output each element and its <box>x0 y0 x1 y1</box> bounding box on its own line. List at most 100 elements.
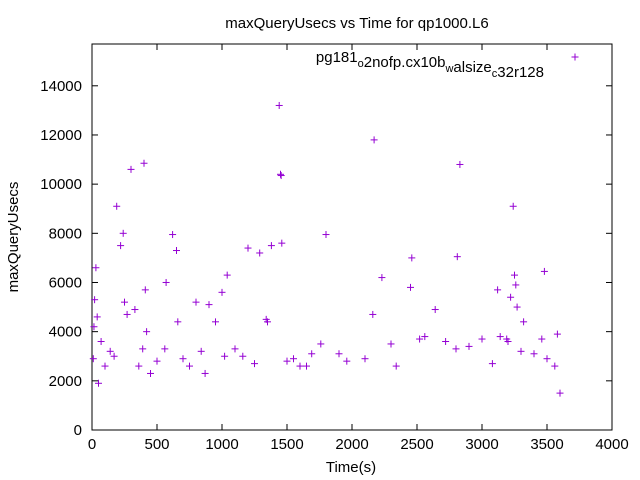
y-tick-label: 14000 <box>40 78 82 95</box>
y-axis-ticks: 0 2000 4000 6000 8000 10000 12000 14000 <box>40 78 612 439</box>
data-point <box>251 360 258 368</box>
data-point <box>106 347 114 355</box>
data-point <box>223 271 231 279</box>
y-tick-label: 8000 <box>49 225 82 242</box>
data-point <box>296 362 304 370</box>
data-point <box>478 335 486 343</box>
data-point <box>101 362 109 370</box>
y-tick-label: 4000 <box>49 324 82 341</box>
data-point <box>456 160 464 168</box>
data-point <box>317 340 325 348</box>
data-point <box>97 337 105 345</box>
data-point <box>231 345 239 353</box>
data-point <box>283 357 291 365</box>
data-point <box>140 159 148 167</box>
x-tick-label: 4000 <box>595 436 628 453</box>
x-tick-label: 1000 <box>205 436 238 453</box>
data-point <box>407 283 414 291</box>
data-point <box>553 330 561 338</box>
data-point <box>392 362 400 370</box>
legend-marker <box>571 53 579 61</box>
data-point <box>205 301 213 309</box>
data-point <box>343 357 351 365</box>
data-point <box>169 231 177 239</box>
data-point <box>201 369 209 377</box>
data-point <box>278 239 286 247</box>
data-point <box>556 389 564 397</box>
data-point <box>113 202 121 210</box>
data-point <box>369 310 377 318</box>
data-point <box>277 172 285 180</box>
x-tick-label: 1500 <box>270 436 303 453</box>
y-tick-label: 6000 <box>49 274 82 291</box>
data-point <box>465 342 473 350</box>
data-point <box>543 355 551 363</box>
data-point <box>512 281 520 289</box>
x-tick-label: 500 <box>144 436 169 453</box>
data-point <box>361 355 369 363</box>
data-point <box>494 286 502 294</box>
data-point <box>121 298 128 306</box>
plot-frame <box>91 43 613 431</box>
data-point <box>540 267 548 275</box>
data-point <box>511 271 518 279</box>
data-point <box>197 347 205 355</box>
data-point <box>517 347 525 355</box>
data-point <box>303 362 310 370</box>
data-point <box>141 286 149 294</box>
data-point <box>89 355 97 363</box>
data-point <box>244 244 252 252</box>
data-point <box>221 352 229 360</box>
data-point <box>442 337 450 345</box>
data-point <box>513 303 521 311</box>
x-axis-ticks: 0 500 1000 1500 2000 2500 3000 3500 4000 <box>88 44 629 453</box>
data-point <box>538 335 546 343</box>
data-point <box>239 352 247 360</box>
data-point <box>123 310 131 318</box>
data-point <box>488 360 496 368</box>
data-point <box>277 170 284 178</box>
data-point <box>421 333 429 341</box>
data-point <box>162 278 170 286</box>
x-axis-label: Time(s) <box>326 459 376 476</box>
legend-label: pg181o2nofp.cx10bwalsizec32r128 <box>316 49 544 81</box>
data-point <box>110 352 118 360</box>
y-tick-label: 0 <box>74 422 82 439</box>
plot-border <box>91 43 613 431</box>
legend: pg181o2nofp.cx10bwalsizec32r128 <box>316 49 579 81</box>
data-point <box>431 306 439 314</box>
data-point <box>322 231 330 239</box>
data-point <box>186 362 193 370</box>
data-point <box>275 101 283 109</box>
y-tick-label: 2000 <box>49 373 82 390</box>
data-point <box>264 318 271 326</box>
data-point <box>378 274 386 282</box>
data-point <box>530 350 538 358</box>
data-point <box>90 323 98 331</box>
data-point <box>174 318 182 326</box>
x-tick-label: 0 <box>88 436 96 453</box>
data-point <box>218 288 226 296</box>
x-tick-label: 2000 <box>335 436 368 453</box>
x-tick-label: 3000 <box>465 436 498 453</box>
data-point <box>127 165 135 173</box>
data-point <box>117 242 125 250</box>
data-point <box>131 306 139 314</box>
data-point <box>161 345 169 353</box>
data-point <box>452 345 460 353</box>
data-point <box>416 335 424 343</box>
data-point <box>387 340 395 348</box>
data-point <box>92 264 100 272</box>
x-tick-label: 3500 <box>530 436 563 453</box>
data-point <box>95 379 102 387</box>
data-point <box>192 298 200 306</box>
data-point <box>408 254 416 262</box>
data-point <box>370 136 378 144</box>
data-point <box>179 355 187 363</box>
chart-title: maxQueryUsecs vs Time for qp1000.L6 <box>225 15 488 32</box>
data-point <box>93 313 101 321</box>
data-point <box>290 355 297 363</box>
x-tick-label: 2500 <box>400 436 433 453</box>
data-point <box>119 229 127 237</box>
data-point <box>453 253 461 261</box>
